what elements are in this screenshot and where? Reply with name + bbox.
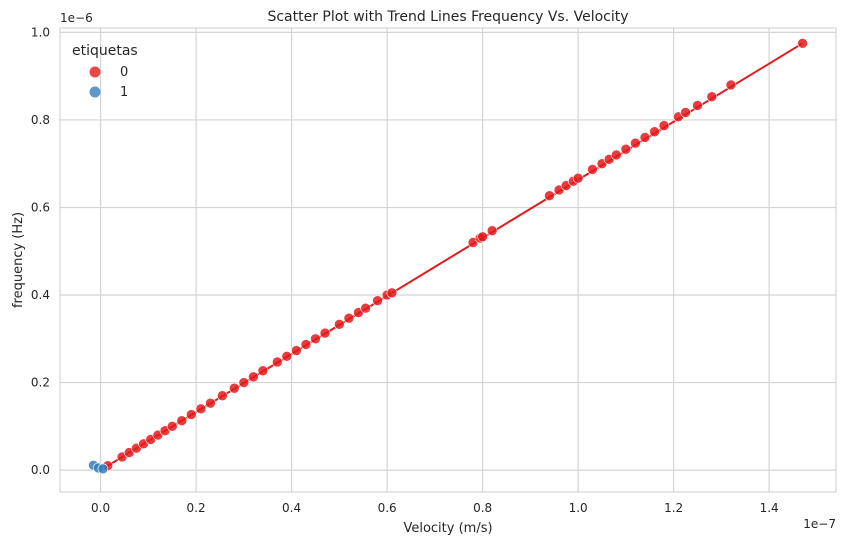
data-point-series-0 — [486, 225, 498, 236]
y-tick-label: 1.0 — [31, 25, 50, 39]
x-tick-label: 1.0 — [569, 501, 588, 515]
data-point-series-0 — [238, 377, 250, 388]
data-point-series-0 — [587, 164, 598, 175]
data-points — [88, 38, 808, 475]
data-point-series-0 — [649, 126, 660, 138]
y-tick-label: 0.6 — [31, 200, 50, 214]
legend-title: etiquetas — [72, 43, 138, 59]
data-point-series-0 — [797, 38, 808, 49]
data-point-series-0 — [477, 231, 488, 243]
data-point-series-0 — [343, 312, 355, 324]
data-point-series-0 — [725, 79, 737, 91]
data-point-series-0 — [257, 365, 269, 377]
data-point-series-0 — [217, 390, 228, 401]
data-point-series-0 — [630, 137, 641, 149]
x-axis-label: Velocity (m/s) — [403, 521, 492, 536]
y-tick-label: 0.8 — [31, 113, 50, 127]
legend-swatch-1 — [89, 86, 101, 98]
legend-entry-0: 0 — [89, 65, 128, 80]
data-point-series-0 — [544, 190, 555, 201]
data-point-series-0 — [271, 356, 283, 368]
y-tick-label: 0.2 — [31, 376, 50, 390]
x-tick-label: 1.4 — [760, 501, 779, 515]
x-tick-label: 0.0 — [91, 501, 110, 515]
data-point-series-0 — [291, 345, 302, 356]
data-point-series-0 — [658, 120, 670, 131]
x-offset-label: 1e−7 — [803, 517, 836, 531]
x-tick-label: 0.2 — [187, 501, 206, 515]
data-point-series-0 — [706, 91, 718, 103]
legend-entry-1: 1 — [89, 85, 128, 100]
x-tick-label: 1.2 — [664, 501, 683, 515]
data-point-series-0 — [680, 107, 691, 118]
chart-title: Scatter Plot with Trend Lines Frequency … — [267, 9, 628, 25]
legend-swatch-0 — [89, 66, 101, 78]
data-point-series-0 — [229, 382, 240, 394]
data-point-series-0 — [334, 319, 345, 330]
x-tick-label: 0.8 — [473, 501, 492, 515]
data-point-series-1 — [97, 463, 109, 475]
y-offset-label: 1e−6 — [60, 11, 93, 25]
data-point-series-0 — [166, 421, 178, 432]
x-tick-label: 0.6 — [378, 501, 397, 515]
y-axis-label: frequency (Hz) — [11, 212, 26, 308]
legend-label-1: 1 — [120, 85, 128, 100]
data-point-series-0 — [195, 403, 207, 415]
y-tick-labels: 0.0 0.2 0.4 0.6 0.8 1.0 — [31, 25, 50, 477]
x-tick-labels: 0.0 0.2 0.4 0.6 0.8 1.0 1.2 1.4 — [91, 501, 779, 515]
x-tick-label: 0.4 — [282, 501, 301, 515]
data-point-series-0 — [360, 302, 371, 314]
data-point-series-0 — [310, 333, 321, 345]
data-point-series-0 — [186, 409, 197, 420]
data-point-series-0 — [620, 143, 632, 155]
data-point-series-0 — [386, 287, 398, 299]
legend-label-0: 0 — [120, 65, 128, 80]
data-point-series-0 — [692, 100, 703, 111]
y-tick-label: 0.0 — [31, 463, 50, 477]
data-point-series-0 — [248, 371, 259, 383]
y-tick-label: 0.4 — [31, 288, 50, 302]
data-point-series-0 — [611, 149, 622, 161]
data-point-series-0 — [205, 397, 216, 409]
data-point-series-0 — [639, 132, 651, 143]
data-point-series-0 — [372, 295, 383, 307]
legend: etiquetas 0 1 — [72, 43, 138, 100]
data-point-series-0 — [300, 339, 312, 350]
data-point-series-0 — [281, 351, 293, 362]
grid-lines — [60, 28, 836, 492]
data-point-series-0 — [319, 327, 331, 339]
data-point-series-0 — [572, 172, 584, 184]
data-point-series-0 — [176, 415, 188, 426]
